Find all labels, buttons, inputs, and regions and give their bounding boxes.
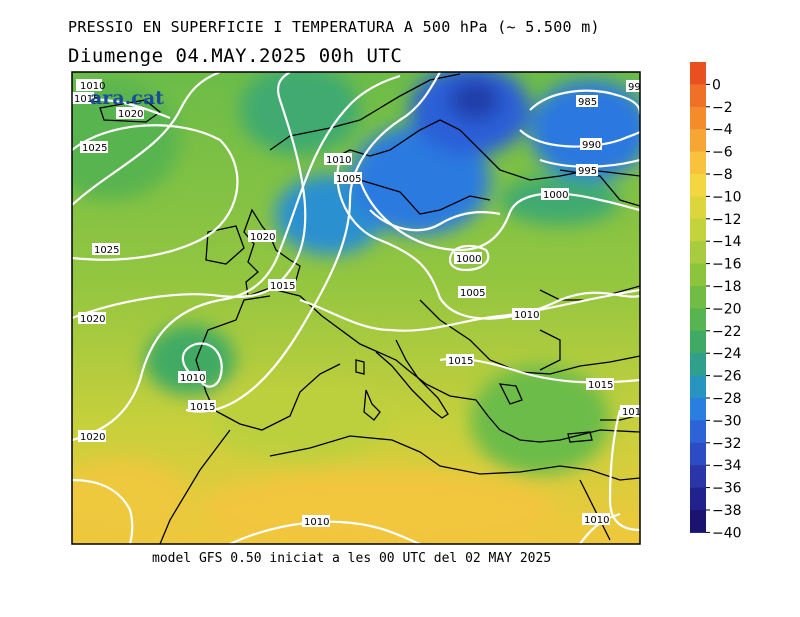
colorbar-label: −30: [712, 413, 742, 429]
colorbar-label: 0: [712, 77, 721, 93]
isobar-label: 1015: [270, 281, 295, 292]
isobar-label: 1015: [448, 356, 473, 367]
isobar-label: 1000: [456, 254, 481, 265]
isobar-label: 1015: [190, 402, 215, 413]
colorbar: 0 −2 −4 −6 −8 −10 −12 −14 −16 −18 −20 −22 −24 −26 −28 −…: [690, 62, 742, 541]
isobar-label: 1010: [80, 81, 105, 92]
isobar-label: 985: [578, 97, 597, 108]
colorbar-swatch: [690, 62, 706, 85]
colorbar-swatch: [690, 308, 706, 332]
colorbar-label: −40: [712, 525, 742, 541]
isobar-label: 1020: [250, 232, 275, 243]
map-area: [72, 72, 640, 544]
colorbar-label: −34: [712, 458, 742, 474]
colorbar-label: −26: [712, 369, 742, 385]
isobar-label: 1025: [82, 143, 107, 154]
map-frame: [71, 71, 641, 545]
colorbar-swatch: [690, 196, 706, 220]
isobar-label: 101: [622, 407, 641, 418]
chart-date: Diumenge 04.MAY.2025 00h UTC: [68, 45, 403, 67]
colorbar-swatch: [690, 218, 706, 242]
colorbar-swatch: [690, 106, 706, 130]
colorbar-label: −14: [712, 234, 742, 250]
isobar-label: 1010: [584, 515, 609, 526]
colorbar-label: −6: [712, 145, 733, 161]
colorbar-swatch: [690, 442, 706, 466]
isobar-label: 1005: [336, 174, 361, 185]
watermark-logo: ara.cat: [90, 87, 164, 109]
temperature-patches: [72, 72, 640, 544]
colorbar-swatch: [690, 129, 706, 153]
isobar-label: 1015: [588, 380, 613, 391]
colorbar-swatch: [690, 510, 706, 533]
isobar-label: 99: [628, 82, 641, 93]
colorbar-label: −38: [712, 503, 742, 519]
isobar-label: 995: [578, 166, 597, 177]
colorbar-swatch: [690, 151, 706, 175]
chart-title: PRESSIO EN SUPERFICIE I TEMPERATURA A 50…: [68, 18, 600, 36]
isobar-label: 1000: [543, 190, 568, 201]
colorbar-swatch: [690, 84, 706, 108]
colorbar-swatch: [690, 330, 706, 354]
colorbar-swatch: [690, 487, 706, 511]
isobar-label: 1020: [118, 109, 143, 120]
isobar-label: 1005: [460, 288, 485, 299]
colorbar-swatch: [690, 420, 706, 444]
colorbar-swatch: [690, 375, 706, 399]
isobar-labels: 1010 1015 1020 1025 1025 1020 1010 1005 …: [72, 79, 641, 528]
colorbar-label: −28: [712, 391, 742, 407]
colorbar-label: −10: [712, 189, 742, 205]
colorbar-label: −18: [712, 279, 742, 295]
isobar-label: 1010: [514, 310, 539, 321]
isobar-label: 1010: [180, 373, 205, 384]
colorbar-label: −36: [712, 481, 742, 497]
isobar-label: 990: [582, 140, 601, 151]
colorbar-label: −24: [712, 346, 742, 362]
colorbar-swatch: [690, 241, 706, 265]
isobar-label: 1015: [74, 94, 99, 105]
colorbar-label: −22: [712, 324, 742, 340]
isobar-label: 1020: [80, 432, 105, 443]
colorbar-swatch: [690, 174, 706, 197]
colorbar-label: −16: [712, 257, 742, 273]
colorbar-swatch: [690, 353, 706, 377]
isobar-label: 1010: [304, 517, 329, 528]
colorbar-swatch: [690, 263, 706, 287]
colorbar-swatch: [690, 286, 706, 309]
colorbar-label: −8: [712, 167, 733, 183]
colorbar-swatch: [690, 465, 706, 489]
colorbar-label: −32: [712, 436, 742, 452]
isobar-label: 1020: [80, 314, 105, 325]
colorbar-swatch: [690, 398, 706, 421]
isobar-label: 1010: [326, 155, 351, 166]
colorbar-label: −4: [712, 122, 733, 138]
model-caption: model GFS 0.50 iniciat a les 00 UTC del …: [152, 551, 552, 566]
isobar-label: 1025: [94, 245, 119, 256]
colorbar-label: −12: [712, 212, 742, 228]
colorbar-label: −2: [712, 100, 733, 116]
colorbar-label: −20: [712, 301, 742, 317]
